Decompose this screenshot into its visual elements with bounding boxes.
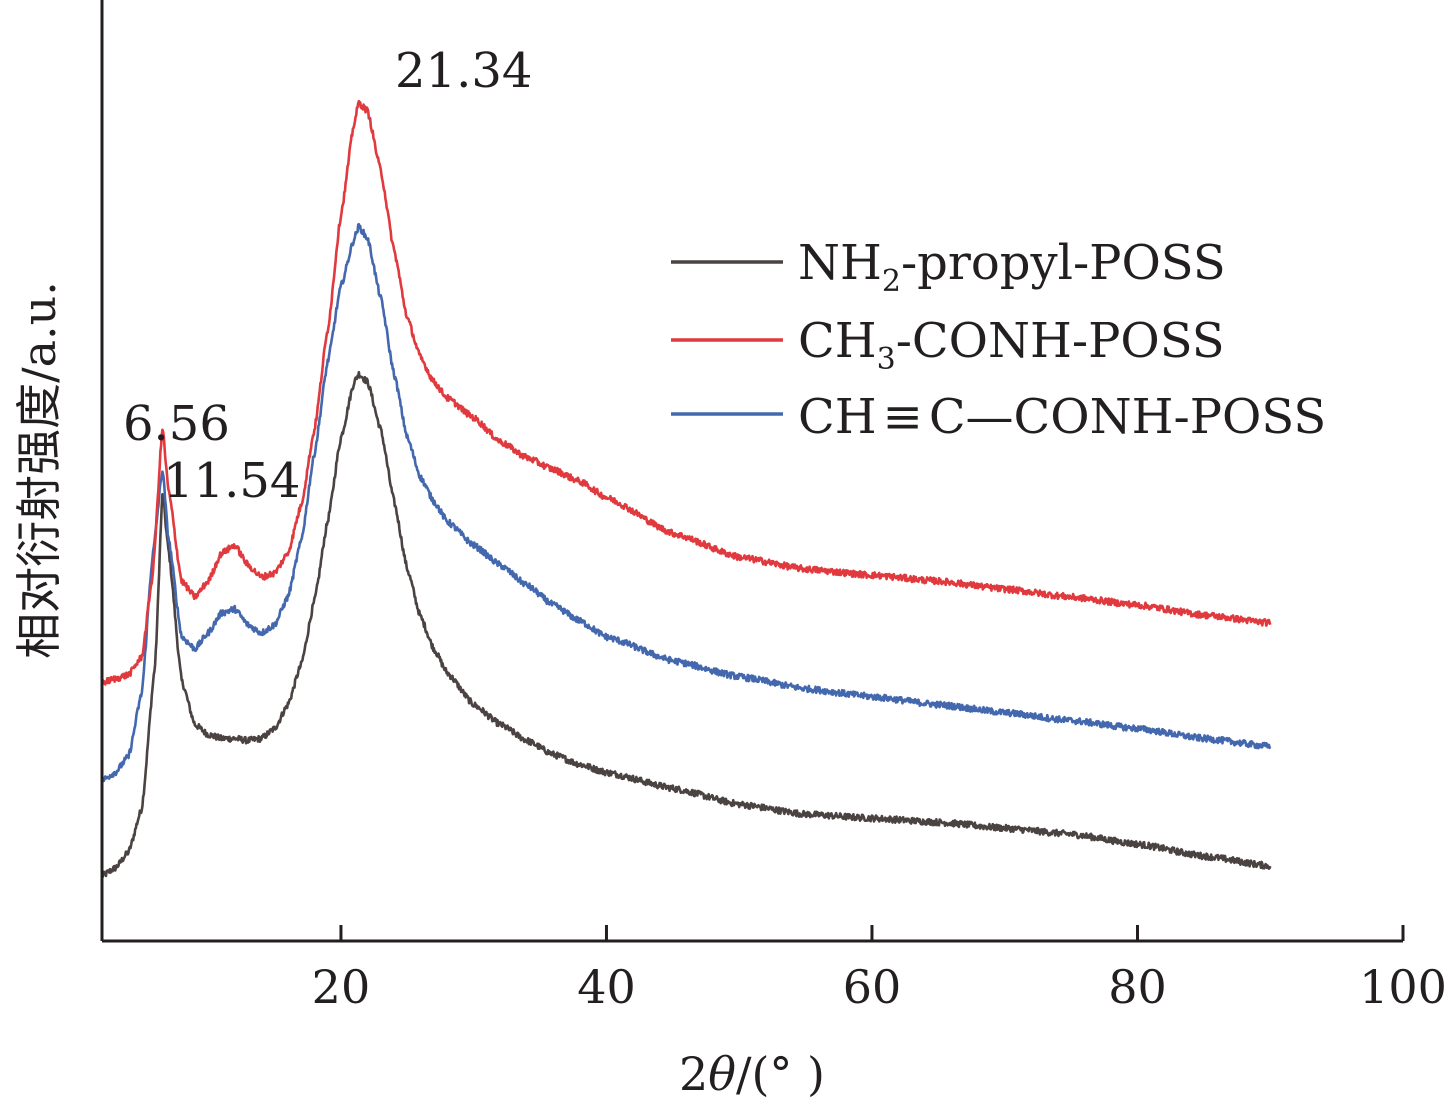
legend-label-ch3-part2: -CONH-POSS xyxy=(896,313,1225,369)
x-ticks: 20 40 60 80 100 xyxy=(312,925,1447,1014)
peak-annotation-21-34: 21.34 xyxy=(395,43,532,99)
y-axis-label: 相对衍射强度/a.u. xyxy=(12,281,66,659)
legend-label-ch3-sub: 3 xyxy=(877,342,896,377)
x-axis-label-prefix: 2 xyxy=(679,1047,708,1100)
plot-lines xyxy=(100,99,1272,879)
x-tick-label-60: 60 xyxy=(843,960,902,1014)
x-tick-label-80: 80 xyxy=(1108,960,1167,1014)
legend-label-ch3-part1: CH xyxy=(798,313,877,369)
legend-label-nh2-propyl-poss: NH2-propyl-POSS xyxy=(798,235,1226,299)
legend-label-ch-c-conh-poss: CH ≡ C—CONH-POSS xyxy=(798,389,1326,445)
x-axis-label: 2θ/(° ) xyxy=(679,1047,825,1100)
peak-annotation-11-54: 11.54 xyxy=(163,453,300,509)
series-line-ch-c-conh-poss xyxy=(100,222,1272,784)
x-tick-label-100: 100 xyxy=(1359,960,1447,1014)
legend-label-chc-triple-bond: ≡ xyxy=(883,389,923,445)
legend-label-nh2-sub: 2 xyxy=(882,264,901,299)
legend-label-chc-part2: C—CONH-POSS xyxy=(929,389,1326,445)
x-tick-label-40: 40 xyxy=(577,960,636,1014)
series-line-nh2-propyl-poss xyxy=(100,370,1272,879)
legend: NH2-propyl-POSS CH3-CONH-POSS CH ≡ C—CONH-… xyxy=(671,235,1326,445)
legend-label-ch3-conh-poss: CH3-CONH-POSS xyxy=(798,313,1225,377)
legend-label-nh2-part1: NH xyxy=(798,235,882,291)
x-axis-label-theta: θ xyxy=(708,1047,736,1100)
legend-label-nh2-part2: -propyl-POSS xyxy=(901,235,1226,291)
x-tick-label-20: 20 xyxy=(312,960,371,1014)
legend-label-chc-part1: CH xyxy=(798,389,877,445)
series-line-ch3-conh-poss xyxy=(100,99,1272,686)
peak-annotation-6-56: 6.56 xyxy=(123,396,230,452)
x-axis-label-suffix: /(° ) xyxy=(736,1047,825,1100)
